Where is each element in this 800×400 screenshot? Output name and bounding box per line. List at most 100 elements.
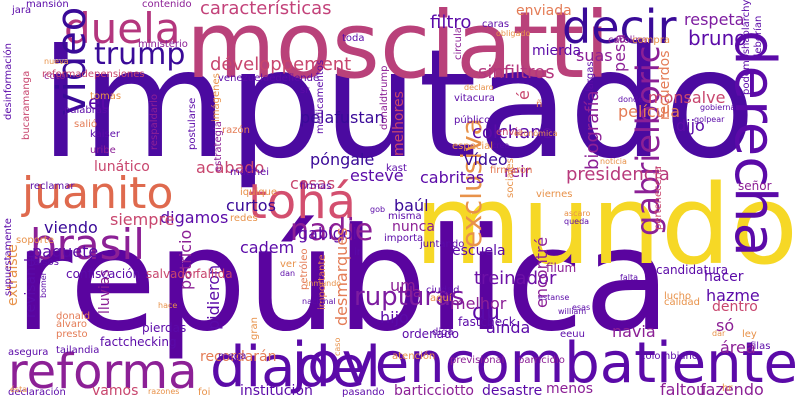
cloud-word: gobiernan — [700, 103, 741, 112]
cloud-word: vídeo — [464, 150, 508, 169]
cloud-word: razón — [222, 125, 250, 136]
cloud-word: viernes — [536, 189, 573, 200]
cloud-word: melhor — [450, 294, 507, 313]
cloud-word: estrategia — [213, 121, 224, 172]
cloud-word: recuerdos — [657, 50, 673, 120]
cloud-word: é — [514, 90, 533, 100]
cloud-word: pasando — [342, 387, 385, 398]
cloud-word: importa — [384, 233, 424, 244]
cloud-word: navia — [612, 322, 656, 341]
cloud-word: dar — [712, 329, 726, 338]
cloud-word: digamos — [160, 208, 229, 227]
cloud-word: bomer — [39, 272, 48, 298]
cloud-word: brasil — [30, 220, 145, 269]
cloud-word: firmas — [300, 181, 332, 192]
cloud-word: venezuelaedefiende — [218, 73, 320, 84]
cloud-word: fazendo — [700, 380, 764, 399]
cloud-word: señor — [738, 179, 772, 193]
cloud-word: crea — [492, 141, 510, 150]
cloud-word: fallida — [196, 267, 233, 281]
cloud-word: deberían — [753, 15, 764, 60]
cloud-word: mosciatti — [186, 0, 611, 99]
cloud-word: ordenado — [402, 327, 459, 341]
cloud-word: especial — [452, 141, 494, 152]
cloud-word: circula — [453, 27, 464, 60]
cloud-word: hace — [158, 301, 178, 310]
cloud-word: carolina — [608, 35, 648, 46]
cloud-word: filtro — [430, 12, 472, 33]
cloud-word: gabigol — [298, 224, 357, 243]
cloud-word: desastre — [482, 383, 543, 399]
cloud-word: mierda — [532, 43, 582, 59]
cloud-word: podemoshablarchy — [741, 0, 752, 96]
cloud-word: reir — [504, 162, 532, 181]
cloud-word: firmaron — [490, 165, 533, 176]
cloud-word: respeta — [684, 10, 745, 29]
cloud-word: toda — [342, 33, 365, 44]
cloud-word: previsional — [450, 355, 505, 366]
cloud-word: treinador — [474, 268, 557, 289]
cloud-word: gob — [370, 205, 386, 214]
cloud-word: misma — [388, 211, 422, 222]
cloud-word: matthei — [230, 167, 269, 178]
cloud-word: eeuu — [560, 329, 585, 340]
cloud-word: et — [88, 90, 109, 114]
cloud-word: mundo — [414, 161, 798, 289]
cloud-word: institución — [240, 383, 313, 399]
cloud-word: nunca — [392, 219, 435, 235]
cloud-word: acabado — [196, 158, 265, 177]
cloud-word: bucaramanga — [21, 70, 32, 140]
cloud-word: público — [454, 115, 491, 126]
cloud-word: hr — [722, 383, 733, 394]
cloud-word: dijo — [676, 116, 705, 135]
cloud-word: reforma — [8, 344, 198, 400]
cloud-word: ñ — [536, 99, 543, 110]
cloud-word: filum — [546, 261, 577, 275]
cloud-word: filas — [750, 341, 771, 352]
cloud-word: golpear — [694, 115, 725, 124]
cloud-word: características — [200, 0, 332, 19]
cloud-word: desinformación — [3, 42, 14, 120]
cloud-word: largas — [585, 61, 596, 92]
cloud-word: vamos — [92, 383, 139, 399]
cloud-word: sociales — [505, 158, 516, 198]
cloud-word: obligado — [496, 29, 531, 38]
cloud-word: esas — [572, 303, 591, 312]
cloud-word: caras — [482, 19, 510, 30]
cloud-word: álvaro — [56, 319, 87, 330]
cloud-word: donaldtrump — [379, 65, 390, 130]
cloud-word: william — [558, 307, 587, 316]
cloud-word: hazme — [706, 286, 760, 305]
cloud-word: queda — [564, 217, 590, 226]
cloud-word: colchane — [472, 122, 553, 143]
cloud-word: nacional — [302, 297, 336, 306]
cloud-word: económica — [514, 129, 558, 138]
cloud-word: juntando — [420, 239, 465, 250]
cloud-word: du — [472, 300, 500, 325]
cloud-word: lucho — [664, 291, 692, 302]
cloud-word: colombiano — [640, 351, 698, 362]
cloud-word: atención — [392, 351, 436, 362]
cloud-word: sr — [300, 85, 310, 96]
cloud-word: iquique — [240, 187, 278, 198]
cloud-word: dentro — [712, 299, 758, 315]
cloud-word: enviada — [516, 3, 572, 19]
cloud-word: diadel — [210, 335, 381, 400]
cloud-word: jara — [12, 5, 32, 16]
cloud-word: supuestamente — [3, 218, 14, 296]
cloud-word: estanse — [538, 293, 570, 302]
cloud-word: área — [720, 338, 756, 357]
cloud-word: monsalve — [648, 88, 726, 107]
cloud-word: cosas — [290, 174, 336, 193]
cloud-word: sinfiltros — [478, 62, 555, 83]
cloud-word: pelafustan — [300, 108, 385, 127]
cloud-word: coto — [44, 71, 66, 82]
cloud-word: soporte — [16, 235, 54, 246]
cloud-word: mega — [218, 351, 247, 362]
cloud-word: tohá — [248, 174, 357, 230]
cloud-word: declaro — [464, 83, 494, 92]
cloud-word: lunático — [94, 159, 150, 175]
cloud-word: kaiser — [90, 129, 120, 140]
cloud-word: barticciotto — [394, 383, 474, 399]
